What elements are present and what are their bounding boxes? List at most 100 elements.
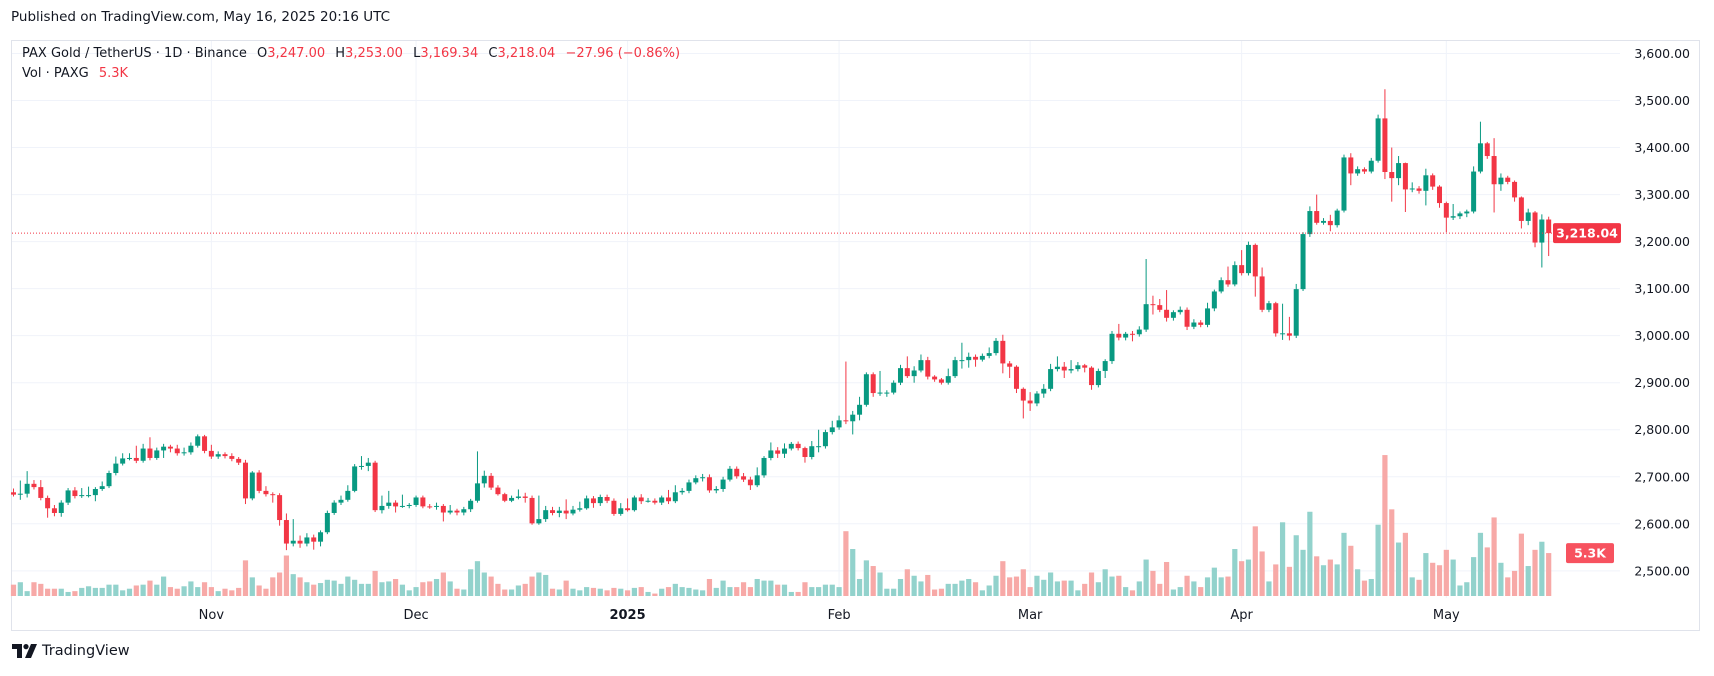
x-tick-label: 2025 (609, 608, 645, 623)
candle-body (311, 537, 317, 542)
candle (911, 366, 917, 383)
high-value: 3,253.00 (345, 46, 403, 61)
volume-bar (1259, 551, 1265, 596)
volume-bar (440, 572, 446, 596)
candle (372, 460, 378, 513)
candle (1089, 366, 1095, 390)
candle-body (222, 454, 228, 457)
candle (147, 437, 153, 461)
volume-bar (10, 584, 17, 596)
candle (447, 504, 453, 515)
volume-bar (1047, 572, 1054, 596)
candle-body (638, 497, 644, 502)
volume-bar (399, 584, 406, 596)
volume-bar (1143, 559, 1149, 596)
volume-bar (734, 587, 740, 596)
candle (1177, 306, 1183, 315)
volume-bar (822, 584, 829, 596)
candle-body (358, 465, 364, 467)
volume-bar (556, 589, 562, 596)
candle (79, 488, 85, 498)
candle-body (113, 463, 119, 474)
candle-body (747, 479, 753, 486)
volume-bar (270, 577, 276, 596)
candle (331, 500, 337, 515)
close-value: 3,218.04 (497, 46, 556, 61)
chart-panel[interactable] (11, 40, 1700, 631)
candle-body (590, 498, 596, 504)
candle (174, 444, 180, 456)
candle-body (51, 508, 57, 513)
candle-body (338, 499, 344, 503)
candle-body (1000, 340, 1006, 364)
candle (31, 480, 37, 490)
candle-body (979, 355, 985, 360)
candle (700, 473, 706, 482)
open-label: O (257, 46, 268, 61)
y-tick-label: 3,000.00 (1634, 328, 1690, 343)
volume-bar (133, 585, 139, 596)
volume-bar (45, 588, 51, 596)
volume-bar (276, 572, 283, 596)
volume-bar (624, 590, 631, 596)
candle (1116, 323, 1122, 341)
candle (1027, 392, 1033, 411)
candle (979, 353, 985, 362)
candle (270, 492, 276, 503)
candle-body (1293, 289, 1299, 336)
candle-body (1095, 370, 1101, 386)
candle (870, 372, 876, 397)
candle-body (741, 476, 747, 480)
candle-body (181, 452, 187, 454)
candle (420, 495, 426, 509)
candle-body (829, 427, 835, 433)
candle-body (1361, 169, 1367, 172)
volume-bar (1389, 509, 1395, 596)
candle (1532, 211, 1538, 248)
volume-bar (1430, 562, 1436, 596)
candle (1477, 121, 1483, 174)
volume-bar (1150, 570, 1156, 596)
candle (1041, 384, 1047, 398)
volume-bar (447, 581, 453, 596)
candle (741, 473, 747, 482)
candle-body (611, 500, 617, 514)
volume-bar (720, 580, 726, 596)
volume-bar (201, 582, 208, 596)
symbol-title[interactable]: PAX Gold / TetherUS · 1D · Binance (22, 46, 247, 61)
candle (536, 495, 542, 525)
candle-body (195, 436, 201, 446)
volume-bar (65, 591, 71, 596)
volume-label[interactable]: Vol · PAXG (22, 66, 89, 81)
candle-body (1041, 388, 1047, 394)
candle (993, 338, 999, 356)
candle-body (768, 450, 774, 458)
candle-body (781, 448, 787, 454)
candle-body (1389, 172, 1395, 179)
volume-bar (529, 576, 535, 596)
candle (1259, 267, 1265, 313)
tradingview-logo[interactable]: TradingView (12, 643, 130, 659)
candle (1164, 290, 1170, 322)
volume-bar (611, 587, 617, 596)
volume-bar (256, 585, 262, 596)
volume-bar (324, 579, 330, 596)
candle (1061, 362, 1067, 379)
candle-body (1382, 118, 1388, 173)
candle-body (631, 497, 637, 511)
candle-body (652, 500, 658, 503)
candle-body (529, 497, 535, 524)
volume-bar (1075, 590, 1081, 596)
candle (126, 453, 132, 461)
volume-bar (1129, 590, 1136, 596)
candle (1498, 173, 1504, 191)
candle-body (1157, 305, 1163, 310)
candle-body (38, 487, 44, 498)
candle (256, 470, 262, 494)
candle (966, 352, 972, 368)
volume-bar (836, 587, 842, 596)
candle (1505, 175, 1511, 185)
y-tick-label: 3,400.00 (1634, 140, 1690, 155)
candle-body (420, 497, 426, 507)
